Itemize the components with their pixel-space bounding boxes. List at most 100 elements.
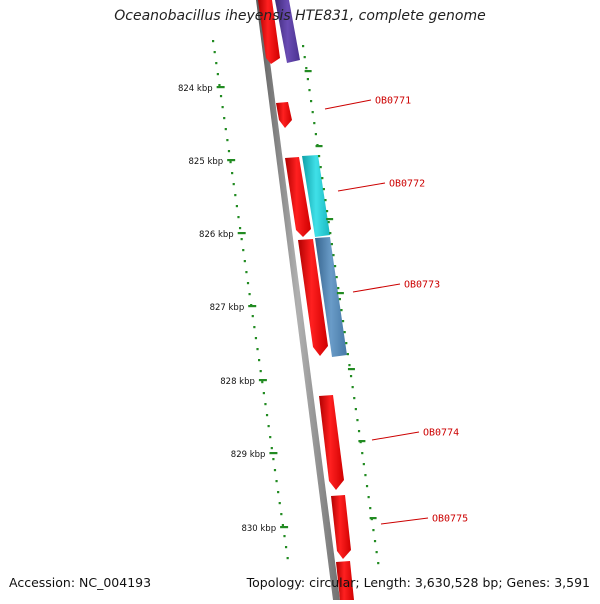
minor-tick — [375, 551, 378, 554]
minor-tick — [253, 326, 256, 329]
minor-tick — [303, 56, 306, 59]
minor-tick — [237, 216, 240, 219]
minor-tick — [302, 45, 305, 48]
minor-tick — [212, 40, 215, 43]
gene-red-bottom[interactable] — [336, 561, 354, 600]
minor-tick — [341, 320, 345, 323]
minor-tick — [340, 309, 343, 312]
minor-tick — [311, 111, 314, 114]
minor-tick — [324, 199, 327, 202]
minor-tick — [245, 271, 248, 274]
minor-tick — [240, 238, 243, 241]
minor-tick — [356, 419, 359, 422]
minor-tick — [229, 161, 232, 164]
major-tick — [269, 452, 278, 455]
major-tick — [369, 517, 377, 520]
tick-track-left — [212, 40, 289, 560]
minor-tick — [258, 359, 261, 362]
minor-tick — [314, 133, 317, 136]
minor-tick — [345, 342, 348, 345]
map-title: Oceanobacillus iheyensis HTE831, complet… — [114, 8, 486, 24]
minor-tick — [335, 276, 338, 279]
minor-tick — [357, 430, 361, 433]
genome-backbone — [256, 0, 340, 600]
major-tick — [315, 145, 323, 148]
tick-label: 826 kbp — [199, 230, 234, 240]
minor-tick — [325, 210, 329, 213]
gene-purple-top[interactable] — [275, 0, 300, 63]
major-tick — [237, 232, 246, 235]
minor-tick — [226, 139, 229, 142]
gene-ob0771[interactable] — [276, 102, 292, 128]
genome-summary-text: Topology: circular; Length: 3,630,528 bp… — [246, 575, 590, 590]
minor-tick — [365, 485, 369, 488]
minor-tick — [354, 408, 357, 411]
gene-label-leader — [324, 99, 372, 110]
minor-tick — [264, 403, 267, 406]
minor-tick — [349, 375, 353, 378]
gene-label: OB0772 — [389, 179, 425, 190]
tick-label: 825 kbp — [189, 157, 224, 167]
minor-tick — [261, 381, 264, 384]
major-tick — [280, 526, 289, 529]
minor-tick — [348, 364, 351, 367]
minor-tick — [231, 172, 234, 175]
minor-tick — [246, 282, 250, 285]
gene-ob0775[interactable] — [331, 495, 351, 559]
major-tick — [326, 218, 334, 221]
gene-labels: OB0771 OB0772 OB0773 OB0774 OB0775 — [324, 96, 468, 525]
gene-ob0774[interactable] — [319, 395, 344, 490]
gene-red-top[interactable] — [258, 0, 280, 64]
minor-tick — [281, 524, 285, 527]
gene-label-leader — [352, 283, 401, 293]
tick-labels: 824 kbp 825 kbp 826 kbp 827 kbp 828 kbp 829 k… — [178, 84, 289, 534]
minor-tick — [219, 95, 223, 98]
minor-tick — [330, 243, 333, 246]
minor-tick — [283, 535, 286, 538]
accession-text: Accession: NC_004193 — [9, 575, 152, 590]
major-tick — [358, 440, 366, 443]
tick-label: 827 kbp — [210, 303, 245, 313]
minor-tick — [305, 67, 308, 70]
gene-label-leader — [380, 517, 429, 525]
minor-tick — [232, 183, 235, 186]
minor-tick — [267, 425, 270, 428]
minor-tick — [372, 529, 375, 532]
minor-tick — [286, 557, 289, 560]
minor-tick — [215, 62, 218, 65]
minor-tick — [362, 463, 365, 466]
minor-tick — [364, 474, 367, 477]
minor-tick — [242, 249, 245, 252]
tick-label: 829 kbp — [231, 450, 266, 460]
minor-tick — [337, 287, 340, 290]
minor-tick — [343, 331, 346, 334]
minor-tick — [373, 540, 377, 543]
minor-tick — [251, 315, 254, 318]
minor-tick — [238, 227, 242, 230]
minor-tick — [223, 117, 226, 120]
minor-tick — [221, 106, 224, 109]
minor-tick — [256, 348, 259, 351]
gene-red-827[interactable] — [298, 239, 328, 356]
minor-tick — [321, 177, 324, 180]
tick-track-right — [302, 45, 380, 565]
gene-label: OB0773 — [404, 280, 440, 291]
minor-tick — [327, 221, 330, 224]
minor-tick — [313, 122, 316, 125]
minor-tick — [353, 397, 356, 400]
minor-tick — [265, 414, 269, 417]
gene-label-leader — [371, 431, 420, 441]
minor-tick — [272, 458, 275, 461]
minor-tick — [254, 337, 258, 340]
major-tick — [258, 379, 267, 382]
minor-tick — [273, 469, 277, 472]
minor-tick — [369, 507, 372, 510]
minor-tick — [333, 265, 337, 268]
minor-tick — [248, 293, 251, 296]
gene-red-825[interactable] — [285, 157, 311, 237]
minor-tick — [243, 260, 246, 263]
gene-ob0773[interactable] — [315, 237, 347, 357]
gene-ob0772[interactable] — [302, 155, 330, 237]
tick-label: 830 kbp — [241, 524, 276, 534]
